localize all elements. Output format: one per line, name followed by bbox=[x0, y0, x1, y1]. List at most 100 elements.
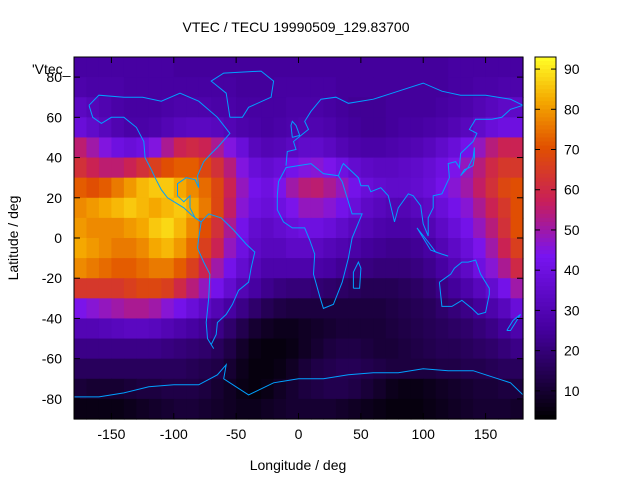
colorbar-tick-label: 40 bbox=[564, 262, 580, 278]
heatmap-cell bbox=[261, 137, 275, 159]
heatmap-cell bbox=[74, 57, 88, 78]
heatmap-cell bbox=[435, 338, 449, 360]
heatmap-cell bbox=[286, 318, 300, 340]
y-tick-label: -20 bbox=[42, 270, 62, 286]
heatmap-cell bbox=[123, 97, 137, 118]
heatmap-cell bbox=[360, 117, 374, 139]
heatmap-cell bbox=[223, 57, 237, 78]
heatmap-cell bbox=[223, 258, 237, 279]
heatmap-cell bbox=[273, 298, 287, 320]
heatmap-cell bbox=[385, 57, 399, 78]
heatmap-cell bbox=[261, 358, 275, 380]
heatmap-cell bbox=[360, 137, 374, 159]
colorbar-segment bbox=[535, 69, 556, 74]
heatmap-cell bbox=[86, 137, 100, 159]
coastline-overlay bbox=[74, 70, 524, 398]
heatmap-cell bbox=[286, 197, 300, 219]
colorbar-ticks: 10 20 30 40 50 60 70 80 90 bbox=[535, 61, 580, 399]
heatmap-cell bbox=[211, 197, 225, 219]
heatmap-cell bbox=[373, 258, 387, 279]
heatmap-cell bbox=[335, 117, 349, 139]
heatmap-cell bbox=[111, 97, 125, 118]
heatmap-cell bbox=[273, 77, 287, 98]
heatmap-cell bbox=[310, 338, 325, 360]
heatmap-cell bbox=[173, 57, 187, 78]
heatmap-cell bbox=[123, 258, 137, 279]
heatmap-cell bbox=[186, 318, 200, 340]
heatmap-cell bbox=[198, 177, 212, 199]
heatmap-cell bbox=[273, 57, 287, 78]
colorbar-segment bbox=[535, 278, 556, 283]
x-tick-label: -50 bbox=[226, 426, 246, 442]
heatmap-cell bbox=[348, 378, 362, 400]
x-axis-ticks: -150 -100 -50 0 50 100 150 bbox=[97, 57, 497, 442]
heatmap-cell bbox=[148, 258, 162, 279]
heatmap-cell bbox=[123, 298, 137, 320]
coast-eurasia bbox=[285, 82, 524, 166]
heatmap-cell bbox=[323, 238, 337, 259]
heatmap-cell bbox=[310, 157, 325, 179]
heatmap-cell bbox=[360, 57, 374, 78]
colorbar-segment bbox=[535, 197, 556, 203]
heatmap-cell bbox=[211, 57, 225, 78]
colorbar-segment bbox=[535, 382, 556, 388]
heatmap-cell bbox=[298, 258, 312, 279]
colorbar-segment bbox=[535, 298, 556, 303]
heatmap-cell bbox=[423, 117, 437, 139]
heatmap-cell bbox=[498, 238, 512, 259]
heatmap-cell bbox=[123, 197, 137, 219]
heatmap-cell bbox=[348, 238, 362, 259]
heatmap-cell bbox=[310, 217, 325, 239]
colorbar-segment bbox=[535, 97, 556, 102]
heatmap-cell bbox=[310, 358, 325, 380]
heatmap-cell bbox=[211, 298, 225, 320]
heatmap-cell bbox=[111, 157, 125, 179]
heatmap-cell bbox=[248, 398, 262, 420]
colorbar-segment bbox=[535, 350, 556, 356]
x-tick-label: -150 bbox=[97, 426, 125, 442]
heatmap-cell bbox=[136, 177, 150, 199]
heatmap-cell bbox=[261, 338, 275, 360]
heatmap-cell bbox=[448, 278, 462, 299]
colorbar-segment bbox=[535, 242, 556, 247]
heatmap-cell bbox=[348, 157, 362, 179]
heatmap-cell bbox=[161, 217, 175, 239]
heatmap-cell bbox=[248, 318, 262, 340]
heatmap-cell bbox=[173, 177, 187, 199]
heatmap-cell bbox=[435, 137, 449, 159]
colorbar-segment bbox=[535, 193, 556, 199]
heatmap-cell bbox=[136, 378, 150, 400]
heatmap-cell bbox=[186, 338, 200, 360]
heatmap-cell bbox=[473, 358, 487, 380]
heatmap-cell bbox=[236, 378, 250, 400]
heatmap-cell bbox=[211, 338, 225, 360]
heatmap-cell bbox=[460, 398, 474, 420]
coast-south-america bbox=[196, 213, 256, 349]
heatmap-cell bbox=[198, 137, 212, 159]
colorbar-segment bbox=[535, 189, 556, 195]
y-tick-label: 20 bbox=[46, 190, 62, 206]
heatmap-cell bbox=[98, 57, 113, 78]
heatmap-cell bbox=[148, 278, 162, 299]
y-axis-ticks: -80 -60 -40 -20 0 20 40 60 80 bbox=[42, 69, 523, 407]
heatmap-cell bbox=[485, 298, 499, 320]
heatmap-cell bbox=[310, 197, 325, 219]
heatmap-cell bbox=[161, 278, 175, 299]
heatmap-cell bbox=[186, 378, 200, 400]
heatmap-cell bbox=[198, 358, 212, 380]
colorbar-segment bbox=[535, 81, 556, 86]
heatmap-cell bbox=[123, 338, 137, 360]
heatmap-cell bbox=[485, 157, 499, 179]
heatmap-cell bbox=[448, 97, 462, 118]
coast-australia bbox=[438, 259, 490, 315]
heatmap-cell bbox=[510, 258, 524, 279]
heatmap-cell bbox=[473, 298, 487, 320]
heatmap-cell bbox=[298, 398, 312, 420]
heatmap-cell bbox=[74, 398, 88, 420]
heatmap-cell bbox=[161, 97, 175, 118]
heatmap-cell bbox=[136, 318, 150, 340]
heatmap-cell bbox=[385, 197, 399, 219]
heatmap-cell bbox=[385, 258, 399, 279]
heatmap-cell bbox=[323, 358, 337, 380]
heatmap-cell bbox=[498, 157, 512, 179]
